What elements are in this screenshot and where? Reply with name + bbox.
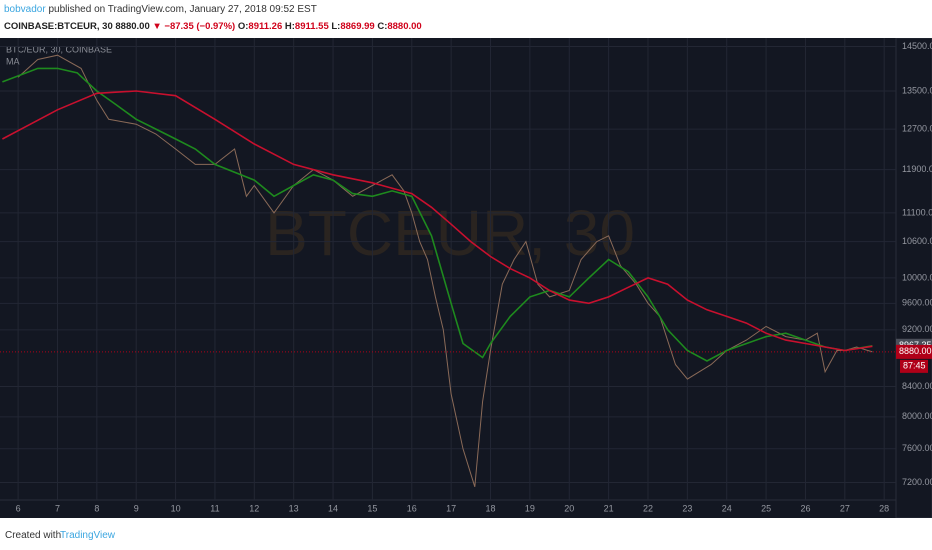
low-label: L: (331, 21, 341, 32)
x-tick-label: 14 (328, 503, 338, 513)
y-tick-label: 7600.00 (902, 443, 932, 453)
x-tick-label: 9 (134, 503, 139, 513)
y-tick-label: 8400.00 (902, 381, 932, 391)
y-tick-label: 7200.00 (902, 477, 932, 487)
x-tick-label: 23 (682, 503, 692, 513)
series-line (2, 67, 873, 362)
x-tick-label: 27 (840, 503, 850, 513)
symbol: COINBASE:BTCEUR, 30 (4, 21, 113, 32)
watermark: BTCEUR, 30 (265, 197, 635, 269)
close-label: C: (377, 21, 388, 32)
quote: COINBASE:BTCEUR, 30 8880.00 ▼ −87.35 (−0… (4, 21, 422, 32)
author[interactable]: bobvador (4, 4, 46, 15)
x-tick-label: 16 (407, 503, 417, 513)
open: 8911.26 (248, 21, 283, 32)
x-tick-label: 20 (564, 503, 574, 513)
x-tick-label: 18 (486, 503, 496, 513)
x-tick-label: 25 (761, 503, 771, 513)
arrow: ▼ (152, 21, 162, 32)
x-tick-label: 13 (289, 503, 299, 513)
price-label-box (896, 344, 932, 359)
x-tick-label: 28 (879, 503, 889, 513)
countdown: 87:45 (903, 361, 926, 371)
y-tick-label: 14500.00 (902, 41, 932, 51)
byline: bobvador published on TradingView.com, J… (4, 4, 317, 15)
last: 8880.00 (115, 21, 150, 32)
brand[interactable]: TradingView (60, 530, 116, 541)
x-tick-label: 12 (249, 503, 259, 513)
x-tick-label: 7 (55, 503, 60, 513)
y-tick-label: 10600.00 (902, 236, 932, 246)
x-tick-label: 24 (722, 503, 732, 513)
high: 8911.55 (294, 21, 329, 32)
x-tick-label: 17 (446, 503, 456, 513)
x-tick-label: 11 (210, 503, 219, 513)
footer: Created with TradingView (0, 518, 932, 550)
countdown-box (900, 359, 928, 373)
x-tick-label: 6 (16, 503, 21, 513)
legend-entry: MA (6, 56, 20, 66)
chart-title: BTC/EUR, 30, COINBASE (6, 44, 112, 54)
x-tick-label: 22 (643, 503, 653, 513)
x-tick-label: 10 (171, 503, 181, 513)
x-tick-label: 8 (94, 503, 99, 513)
y-tick-label: 9600.00 (902, 298, 932, 308)
price-label: 8880.00 (899, 346, 932, 356)
y-tick-label: 9200.00 (902, 324, 932, 334)
x-tick-label: 19 (525, 503, 535, 513)
y-tick-label: 8000.00 (902, 411, 932, 421)
x-tick-label: 26 (800, 503, 810, 513)
low: 8869.99 (340, 21, 375, 32)
x-tick-label: 21 (604, 503, 614, 513)
y-tick-label: 11900.00 (902, 164, 932, 174)
close: 8880.00 (387, 21, 422, 32)
open-label: O: (237, 21, 249, 32)
y-tick-label: 13500.00 (902, 85, 932, 95)
series-line (2, 90, 873, 352)
change: −87.35 (−0.97%) (164, 21, 236, 32)
published: published on TradingView.com, January 27… (48, 4, 317, 15)
y-tick-label: 11100.00 (902, 207, 932, 217)
created: Created with (5, 530, 62, 541)
header: bobvador published on TradingView.com, J… (0, 0, 932, 38)
y-tick-label: 10000.00 (902, 272, 932, 282)
x-tick-label: 15 (367, 503, 377, 513)
y-tick-label: 12700.00 (902, 123, 932, 133)
chart: BTCEUR, 30 BTC/EUR, 30, COINBASE 14500.0… (0, 38, 932, 518)
high-label: H: (284, 21, 295, 32)
